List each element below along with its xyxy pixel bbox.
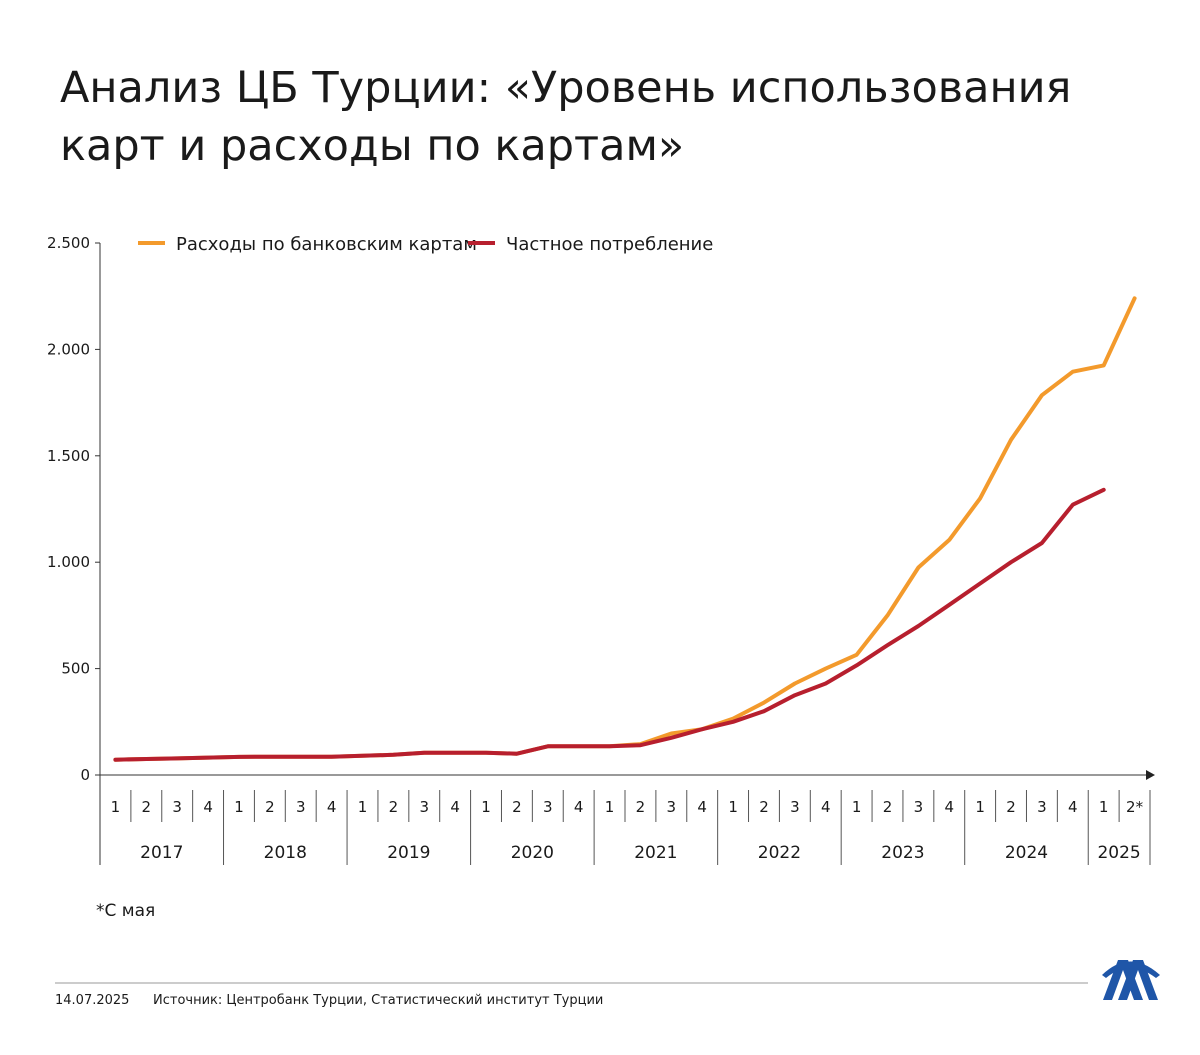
x-tick-label: 4 xyxy=(697,798,707,816)
x-tick-label: 1 xyxy=(111,798,121,816)
x-tick-label: 1 xyxy=(975,798,985,816)
x-tick-label: 4 xyxy=(203,798,213,816)
x-tick-label: 4 xyxy=(1068,798,1078,816)
year-label: 2018 xyxy=(264,843,307,863)
x-tick-label: 1 xyxy=(728,798,738,816)
legend-label: Частное потребление xyxy=(506,234,713,255)
logo xyxy=(1102,960,1160,1000)
year-label: 2024 xyxy=(1005,843,1048,863)
x-tick-label: 2 xyxy=(636,798,646,816)
year-label: 2023 xyxy=(881,843,924,863)
series-line xyxy=(113,487,1106,762)
y-tick-label: 2.000 xyxy=(47,340,90,358)
source: Источник: Центробанк Турции, Статистичес… xyxy=(153,993,603,1008)
x-tick-label: 1 xyxy=(358,798,368,816)
y-tick-label: 500 xyxy=(61,660,90,678)
chart-title: Анализ ЦБ Турции: «Уровень использования xyxy=(60,63,1071,113)
x-tick-label: 2 xyxy=(265,798,275,816)
year-label: 2025 xyxy=(1097,843,1140,863)
date: 14.07.2025 xyxy=(55,993,129,1008)
x-tick-label: 3 xyxy=(914,798,924,816)
y-tick-label: 1.500 xyxy=(47,447,90,465)
x-tick-label: 1 xyxy=(234,798,244,816)
x-tick-label: 4 xyxy=(944,798,954,816)
x-tick-label: 3 xyxy=(790,798,800,816)
x-tick-label: 3 xyxy=(1037,798,1047,816)
x-tick-label: 3 xyxy=(667,798,677,816)
x-tick-label: 2 xyxy=(512,798,522,816)
x-tick-label: 1 xyxy=(481,798,491,816)
y-tick-label: 0 xyxy=(80,766,90,784)
y-tick-label: 2.500 xyxy=(47,234,90,252)
year-label: 2022 xyxy=(758,843,801,863)
x-tick-label: 2 xyxy=(759,798,769,816)
x-tick-label: 3 xyxy=(419,798,429,816)
x-tick-label: 2 xyxy=(883,798,893,816)
x-tick-label: 4 xyxy=(327,798,337,816)
footnote: *С мая xyxy=(96,901,155,921)
x-tick-label: 2 xyxy=(389,798,399,816)
x-tick-label: 2 xyxy=(1006,798,1016,816)
axis-arrow xyxy=(1146,770,1155,780)
x-tick-label: 1 xyxy=(852,798,862,816)
chart-title: карт и расходы по картам» xyxy=(60,121,684,171)
x-tick-label: 3 xyxy=(296,798,306,816)
year-label: 2021 xyxy=(634,843,677,863)
year-label: 2017 xyxy=(140,843,183,863)
x-tick-label: 1 xyxy=(605,798,615,816)
x-tick-label: 3 xyxy=(543,798,553,816)
year-label: 2020 xyxy=(511,843,554,863)
x-tick-label: 1 xyxy=(1099,798,1109,816)
year-label: 2019 xyxy=(387,843,430,863)
x-tick-label: 4 xyxy=(450,798,460,816)
x-tick-label: 3 xyxy=(172,798,182,816)
y-tick-label: 1.000 xyxy=(47,553,90,571)
x-tick-label: 2* xyxy=(1126,798,1144,816)
x-tick-label: 2 xyxy=(142,798,152,816)
x-tick-label: 4 xyxy=(821,798,831,816)
x-tick-label: 4 xyxy=(574,798,584,816)
series-line xyxy=(113,296,1137,762)
legend-label: Расходы по банковским картам xyxy=(176,234,477,255)
